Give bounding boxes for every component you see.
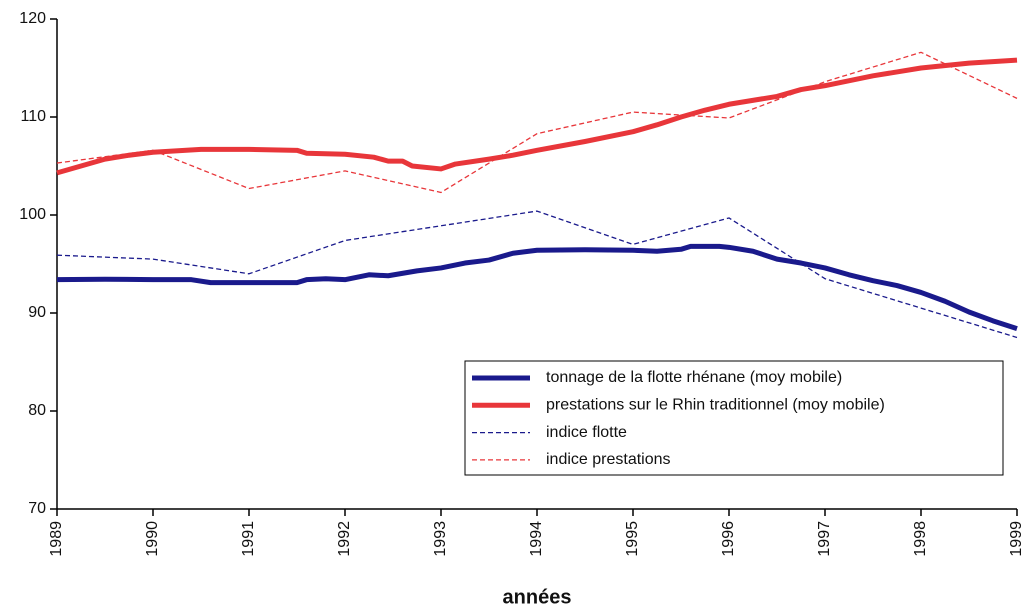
x-tick-label: 1992: [336, 521, 353, 557]
x-tick-label: 1998: [912, 521, 929, 557]
x-tick-label: 1996: [720, 521, 737, 557]
y-tick-label: 120: [19, 10, 46, 27]
y-tick-label: 90: [28, 304, 46, 321]
x-tick-label: 1990: [144, 521, 161, 557]
series-line: [56, 57, 1018, 176]
legend-label: indice flotte: [546, 424, 627, 441]
y-tick-label: 80: [28, 402, 46, 419]
x-tick-label: 1991: [240, 521, 257, 557]
x-tick-label: 1989: [48, 521, 65, 557]
x-tick-label: 1993: [432, 521, 449, 557]
legend-label: prestations sur le Rhin traditionnel (mo…: [546, 397, 885, 414]
legend-label: tonnage de la flotte rhénane (moy mobile…: [546, 369, 842, 386]
legend-box: [464, 360, 1004, 476]
x-tick-label: 1999: [1008, 521, 1025, 557]
y-tick-label: 100: [19, 206, 46, 223]
legend: tonnage de la flotte rhénane (moy mobile…: [464, 360, 1004, 476]
x-tick-label: 1994: [528, 521, 545, 557]
legend-label: indice prestations: [546, 451, 671, 468]
x-tick-label: 1997: [816, 521, 833, 557]
y-tick-label: 110: [20, 108, 46, 125]
y-tick-label: 70: [28, 500, 46, 517]
series-line: [56, 210, 1018, 339]
series-line: [56, 243, 1018, 332]
x-axis-label: années: [503, 586, 572, 608]
x-tick-label: 1995: [624, 521, 641, 557]
series-line: [56, 51, 1018, 194]
